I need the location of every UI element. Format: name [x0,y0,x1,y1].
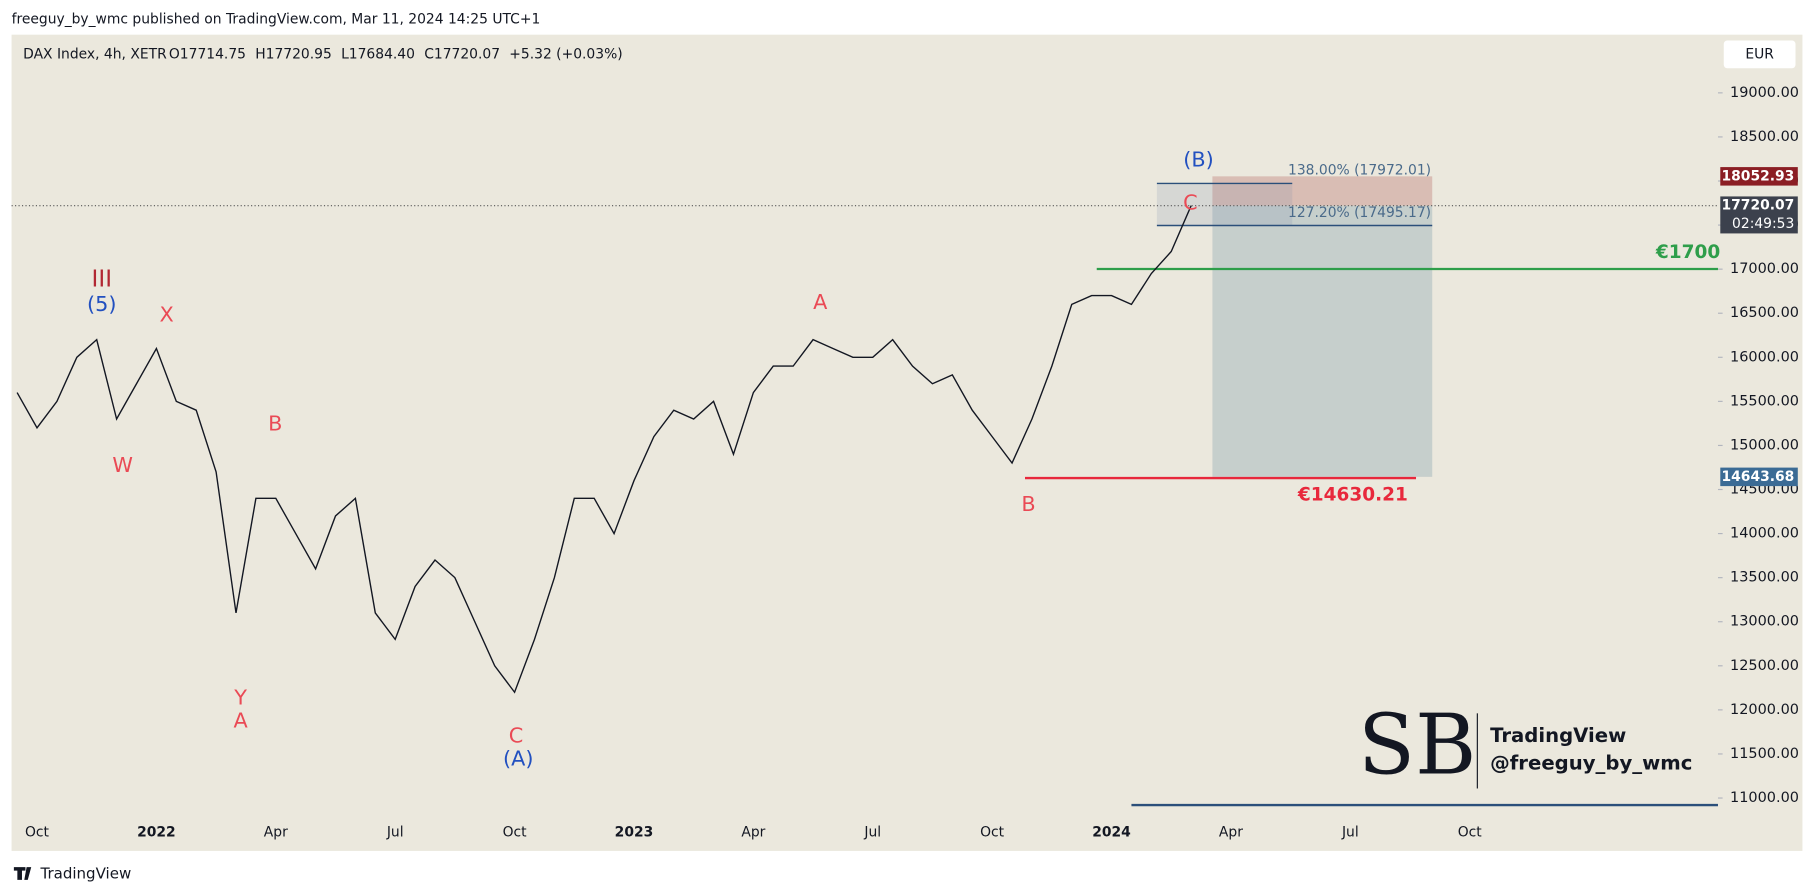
wave-label: B [1021,492,1035,516]
level-label: €1700 [1655,242,1720,263]
currency[interactable]: EUR [1745,46,1774,62]
x-tick-label: Jul [1341,824,1359,840]
x-tick-label: Jul [863,824,881,840]
x-tick-label: Apr [741,824,765,840]
level-label: €14630.21 [1297,484,1408,505]
wave-label: A [234,708,249,732]
wave-label: B [268,411,282,435]
y-tick-label: 11500.00 [1730,746,1799,762]
wave-label: X [159,303,173,327]
y-tick-label: 14000.00 [1730,526,1799,542]
y-tick-label: 15500.00 [1730,393,1799,409]
y-tick-label: 12500.00 [1730,658,1799,674]
profit-zone [1212,176,1433,206]
x-tick-label: Oct [980,824,1005,840]
y-tick-label: 15000.00 [1730,437,1799,453]
wave-label: A [813,290,828,314]
price-tag [1720,196,1798,234]
price-tag [1720,167,1798,186]
y-tick-label: 13000.00 [1730,614,1799,630]
wave-label: III [92,266,112,292]
publish-info: freeguy_by_wmc published on TradingView.… [12,12,541,28]
x-tick-label: Jul [386,824,404,840]
wave-label: (A) [503,747,533,771]
price-tag-label: 17720.07 [1722,198,1795,214]
x-tick-label: Oct [503,824,528,840]
x-tick-label: 2024 [1092,824,1131,840]
y-tick-label: 19000.00 [1730,85,1799,101]
symbol: DAX Index, 4h, XETR [23,46,167,62]
wave-label: C [1183,190,1198,214]
ohlc-value: C17720.07 [424,46,500,62]
y-tick-label: 11000.00 [1730,790,1799,806]
logo: SB [1358,697,1476,794]
x-tick-label: Apr [264,824,288,840]
chart-background [11,34,1803,851]
fib-label: 127.20% (17495.17) [1288,205,1431,221]
wave-label: (B) [1183,148,1214,172]
y-tick-label: 16000.00 [1730,349,1799,365]
price-tag-label: 14643.68 [1722,469,1795,485]
footer-brand: TradingView [39,865,131,883]
price-tag-label: 18052.93 [1722,168,1795,184]
x-tick-label: 2022 [137,824,176,840]
wave-label: C [509,723,524,747]
watermark-name: TradingView [1490,724,1626,747]
x-tick-label: Oct [25,824,50,840]
footer-logo [13,867,32,880]
fib-label: 138.00% (17972.01) [1288,163,1431,179]
y-tick-label: 12000.00 [1730,702,1799,718]
ohlc-value: H17720.95 [255,46,332,62]
y-tick-label: 13500.00 [1730,570,1799,586]
ohlc-value: +5.32 (+0.03%) [509,46,622,62]
x-tick-label: Apr [1219,824,1243,840]
watermark-logo: SB [1358,697,1478,794]
wave-label: Y [233,685,247,709]
loss-zone [1212,205,1433,477]
y-tick-label: 18500.00 [1730,129,1799,145]
x-tick-label: 2023 [615,824,654,840]
ohlc-value: L17684.40 [341,46,415,62]
ohlc-value: O17714.75 [169,46,246,62]
wave-label: W [112,453,133,477]
currency-box[interactable] [1723,40,1796,69]
price-tag [1720,467,1798,487]
wave-label: (5) [87,292,116,316]
countdown: 02:49:53 [1732,216,1794,232]
price-line [16,205,1192,694]
y-tick-label: 16500.00 [1730,305,1799,321]
x-tick-label: Oct [1458,824,1483,840]
y-tick-label: 17000.00 [1730,261,1799,277]
fib-box [1156,183,1293,226]
watermark-handle: @freeguy_by_wmc [1490,752,1692,775]
